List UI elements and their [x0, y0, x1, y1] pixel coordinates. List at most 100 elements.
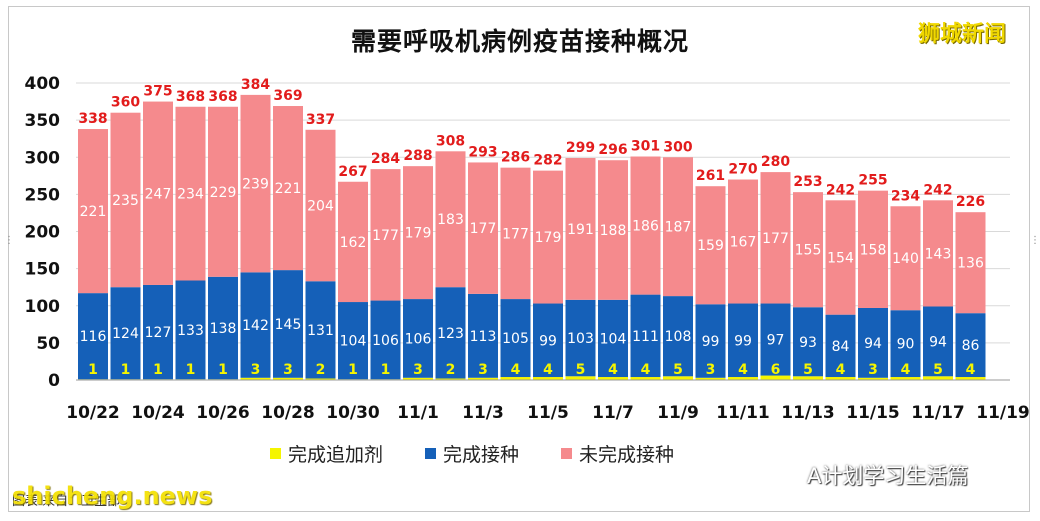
data-label-unvaccinated: 179: [535, 230, 562, 246]
bar-unvaccinated: [793, 192, 823, 308]
bar-unvaccinated: [468, 162, 498, 294]
data-label-booster: 5: [933, 362, 943, 378]
data-label-vaccinated: 84: [832, 339, 850, 355]
data-label-booster: 5: [576, 362, 586, 378]
data-label-booster: 1: [381, 362, 391, 378]
bar-unvaccinated: [143, 101, 173, 285]
data-label-booster: 1: [153, 362, 163, 378]
bar-booster: [533, 377, 563, 380]
bar-booster: [565, 376, 596, 380]
data-label-vaccinated: 106: [405, 331, 432, 347]
data-label-vaccinated: 124: [112, 326, 139, 342]
bar-unvaccinated: [273, 106, 303, 271]
bar-vaccinated: [403, 299, 433, 378]
data-label-booster: 1: [218, 362, 228, 378]
bar-vaccinated: [208, 276, 238, 380]
bar-vaccinated: [143, 284, 173, 380]
data-label-unvaccinated: 239: [242, 177, 269, 193]
bar-unvaccinated: [78, 129, 108, 294]
legend-label-vaccinated: 完成接种: [443, 444, 520, 466]
data-label-total: 261: [696, 168, 725, 184]
data-label-unvaccinated: 140: [892, 251, 919, 267]
bar-vaccinated: [240, 272, 271, 378]
bar-vaccinated: [695, 304, 726, 378]
y-tick-label: 400: [25, 74, 61, 94]
data-label-unvaccinated: 154: [827, 250, 854, 266]
data-label-booster: 1: [348, 362, 358, 378]
bar-booster: [728, 377, 758, 380]
legend-swatch-vaccinated: [425, 448, 437, 459]
data-label-vaccinated: 97: [767, 333, 785, 349]
data-label-total: 296: [598, 142, 627, 158]
bar-booster: [240, 377, 271, 380]
data-label-vaccinated: 104: [600, 331, 627, 347]
bar-vaccinated: [565, 299, 596, 377]
data-label-unvaccinated: 177: [372, 228, 399, 244]
x-tick-label: 11/3: [462, 403, 504, 423]
legend-item-vaccinated: 完成接种: [425, 440, 519, 467]
source-note: 图表 来自：卫生部: [12, 494, 121, 509]
data-label-total: 308: [436, 133, 465, 149]
x-tick-label: 10/24: [131, 403, 185, 423]
data-label-total: 299: [566, 140, 595, 156]
data-label-unvaccinated: 159: [697, 238, 724, 254]
data-label-unvaccinated: 177: [762, 231, 789, 247]
data-label-total: 242: [826, 182, 855, 198]
data-label-vaccinated: 123: [437, 326, 464, 342]
y-tick-label: 150: [25, 260, 61, 280]
data-label-booster: 3: [251, 362, 261, 378]
wechat-label: A计划学习生活篇: [807, 464, 969, 488]
data-label-vaccinated: 90: [897, 337, 915, 353]
data-label-total: 242: [923, 182, 952, 198]
bar-vaccinated: [78, 293, 108, 380]
data-label-booster: 2: [316, 362, 326, 378]
y-tick-label: 350: [25, 111, 61, 131]
data-label-booster: 3: [413, 362, 423, 378]
data-label-booster: 4: [966, 362, 976, 378]
bar-unvaccinated: [630, 156, 661, 295]
legend-label-booster: 完成追加剂: [288, 444, 384, 466]
bar-booster: [890, 377, 921, 380]
x-tick-label: 11/7: [592, 403, 634, 423]
data-label-vaccinated: 133: [177, 323, 204, 339]
bar-vaccinated: [338, 302, 368, 380]
data-label-vaccinated: 99: [539, 333, 557, 349]
data-label-booster: 4: [836, 362, 846, 378]
bar-vaccinated: [858, 307, 888, 378]
data-label-total: 368: [208, 89, 237, 105]
data-label-total: 284: [371, 151, 400, 167]
x-tick-label: 11/13: [781, 403, 835, 423]
data-label-booster: 3: [478, 362, 488, 378]
bar-vaccinated: [305, 281, 336, 379]
bar-unvaccinated: [175, 106, 206, 281]
data-label-vaccinated: 99: [702, 334, 720, 350]
data-label-total: 282: [533, 153, 562, 169]
data-label-booster: 4: [738, 362, 748, 378]
x-tick-label: 10/26: [196, 403, 250, 423]
data-label-vaccinated: 94: [864, 336, 882, 352]
data-label-total: 337: [306, 112, 335, 128]
data-label-unvaccinated: 179: [405, 226, 432, 242]
data-label-vaccinated: 131: [307, 323, 334, 339]
data-label-vaccinated: 142: [242, 318, 269, 334]
data-label-total: 384: [241, 77, 270, 93]
bar-unvaccinated: [110, 112, 141, 288]
data-label-vaccinated: 111: [632, 329, 659, 345]
bar-vaccinated: [955, 313, 986, 378]
data-label-booster: 4: [608, 362, 618, 378]
data-label-vaccinated: 113: [470, 329, 497, 345]
data-label-vaccinated: 105: [502, 331, 529, 347]
data-label-booster: 4: [901, 362, 911, 378]
bar-vaccinated: [110, 287, 141, 380]
x-tick-label: 11/19: [976, 403, 1030, 423]
data-label-vaccinated: 127: [145, 325, 172, 341]
legend-item-unvaccinated: 未完成接种: [561, 440, 674, 467]
y-tick-label: 200: [25, 223, 61, 243]
chart-title: 需要呼吸机病例疫苗接种概况: [350, 27, 689, 56]
bar-unvaccinated: [500, 167, 531, 300]
data-label-unvaccinated: 191: [567, 222, 594, 238]
data-label-unvaccinated: 221: [275, 181, 302, 197]
data-label-total: 253: [793, 174, 822, 190]
bar-booster: [760, 375, 791, 380]
